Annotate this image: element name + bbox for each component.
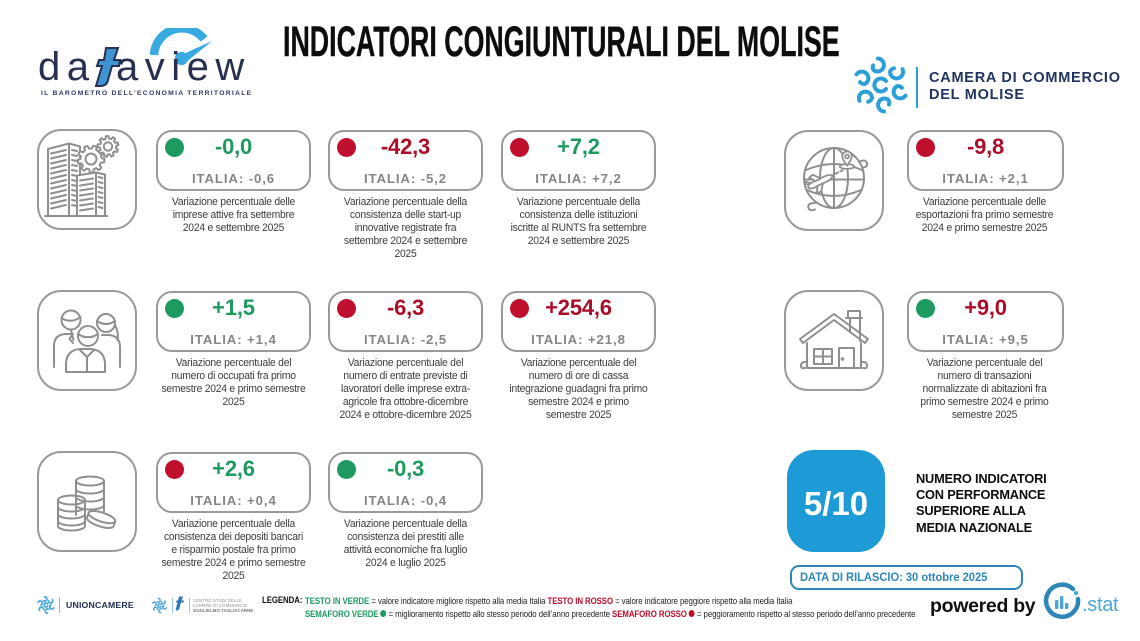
svg-text:da: da [38,45,96,89]
svg-text:aview: aview [116,45,251,89]
